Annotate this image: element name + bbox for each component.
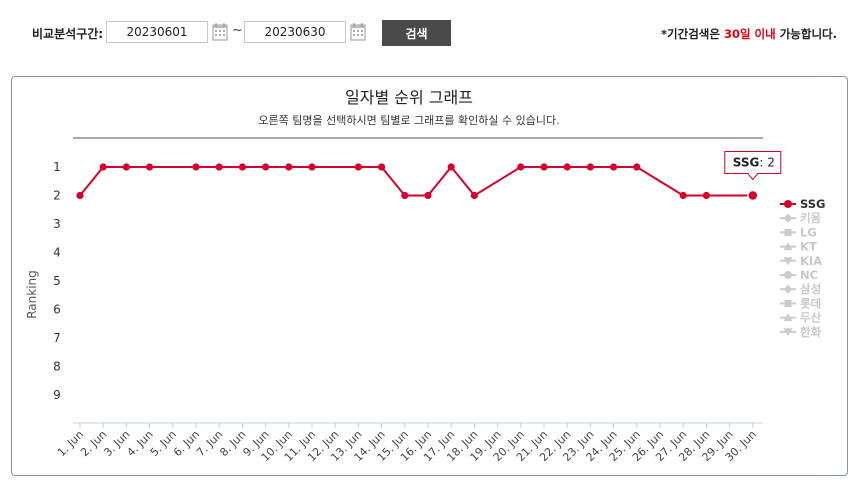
data-point: [702, 191, 711, 200]
data-point: [354, 163, 362, 171]
data-point: [192, 163, 200, 171]
data-point: [262, 163, 270, 171]
range-separator: ~: [232, 23, 243, 38]
tooltip-series: SSG: [733, 156, 760, 170]
search-bar: 비교분석구간: ~ 검색 *기간검색은 30일 이내 가능합니다.: [0, 0, 857, 66]
legend-marker-triangle-down: [783, 328, 793, 337]
data-point: [586, 163, 595, 171]
end-date-input[interactable]: [244, 21, 346, 43]
data-point: [610, 163, 618, 171]
legend-marker-circle: [784, 271, 792, 279]
y-tick-label: 2: [53, 189, 61, 203]
legend-item-두산[interactable]: 두산: [780, 311, 822, 325]
start-date-input[interactable]: [106, 21, 208, 43]
y-tick-label: 7: [53, 331, 61, 345]
notice-suffix: 가능합니다.: [775, 27, 837, 41]
tooltip-text: SSG: 2: [733, 156, 775, 170]
legend-label: SSG: [800, 197, 826, 211]
legend-label: KIA: [800, 254, 822, 268]
y-axis-label: Ranking: [25, 270, 39, 319]
y-tick-label: 3: [53, 217, 61, 231]
legend-item-KIA[interactable]: KIA: [780, 254, 822, 268]
tooltip: SSG: 2: [724, 151, 782, 181]
data-point: [308, 163, 316, 171]
legend-item-SSG[interactable]: SSG: [780, 197, 826, 211]
y-tick-label: 4: [53, 246, 61, 260]
data-point: [747, 189, 759, 202]
data-point: [76, 191, 84, 200]
y-tick-label: 8: [53, 360, 61, 374]
legend-marker-circle: [784, 200, 792, 208]
legend-item-롯데[interactable]: 롯데: [780, 296, 821, 310]
legend-item-삼성[interactable]: 삼성: [780, 282, 821, 296]
chart-subtitle: 오른쪽 팀명을 선택하시면 팀별로 그래프를 확인하실 수 있습니다.: [258, 113, 559, 127]
legend-label: 한화: [800, 325, 822, 339]
legend-label: 삼성: [800, 282, 821, 296]
legend-item-KT[interactable]: KT: [780, 240, 817, 254]
data-point: [517, 163, 525, 171]
data-point: [563, 163, 571, 171]
y-tick-label: 1: [53, 160, 61, 174]
series-line-ssg: [79, 166, 753, 197]
data-point: [424, 191, 432, 200]
legend-marker-square: [784, 299, 792, 307]
data-point: [99, 163, 107, 171]
data-point: [401, 191, 409, 200]
notice-highlight: 30일 이내: [723, 27, 776, 41]
legend-item-키움[interactable]: 키움: [780, 211, 822, 225]
calendar-icon[interactable]: [212, 22, 228, 42]
legend-item-LG[interactable]: LG: [780, 225, 817, 239]
legend-label: LG: [800, 225, 817, 239]
search-button[interactable]: 검색: [382, 20, 451, 46]
legend-label: KT: [800, 240, 817, 254]
legend-item-한화[interactable]: 한화: [780, 325, 822, 339]
y-tick-label: 9: [53, 388, 61, 402]
legend-item-NC[interactable]: NC: [780, 268, 818, 282]
legend-marker-triangle: [783, 313, 793, 322]
data-point: [447, 163, 455, 171]
legend-marker-triangle: [783, 242, 793, 251]
data-point: [285, 163, 293, 171]
legend-marker-diamond: [783, 284, 793, 294]
data-point: [679, 191, 687, 200]
data-point: [215, 163, 223, 171]
data-point: [146, 163, 154, 171]
data-point: [378, 163, 386, 171]
legend-label: NC: [800, 268, 818, 282]
y-tick-label: 6: [53, 303, 61, 317]
period-label: 비교분석구간:: [32, 27, 104, 41]
data-point: [633, 163, 641, 171]
y-tick-label: 5: [53, 274, 61, 288]
data-point: [470, 191, 478, 200]
chart-title: 일자별 순위 그래프: [345, 88, 473, 107]
calendar-icon[interactable]: [350, 22, 366, 42]
legend-label: 두산: [800, 311, 822, 325]
data-point: [540, 163, 548, 171]
legend-label: 키움: [800, 211, 822, 225]
legend-marker-diamond: [783, 213, 793, 223]
legend-marker-triangle-down: [783, 257, 793, 266]
data-point: [238, 163, 246, 171]
data-point: [122, 163, 130, 171]
legend-marker-square: [784, 228, 792, 236]
notice-prefix: *기간검색은: [661, 27, 724, 41]
legend-label: 롯데: [800, 296, 821, 310]
tooltip-box: [724, 151, 782, 181]
tooltip-value: : 2: [759, 156, 775, 170]
period-notice: *기간검색은 30일 이내 가능합니다.: [661, 26, 837, 42]
